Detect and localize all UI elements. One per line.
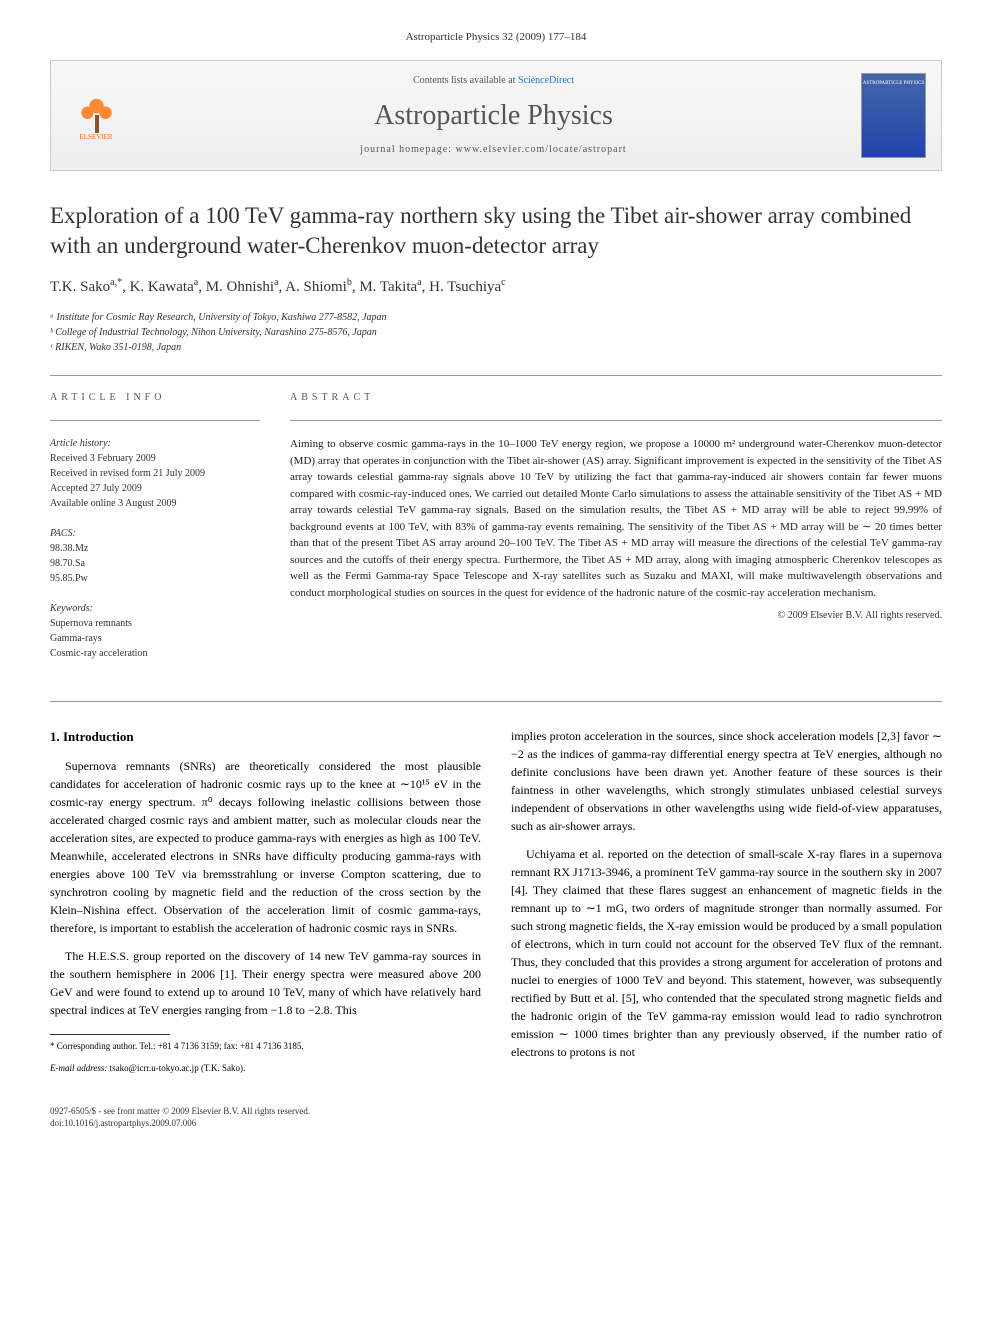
left-column: 1. Introduction Supernova remnants (SNRs…: [50, 727, 481, 1085]
elsevier-label: ELSEVIER: [79, 133, 112, 143]
pacs-label: PACS:: [50, 526, 260, 541]
journal-homepage: journal homepage: www.elsevier.com/locat…: [141, 143, 846, 157]
doi-line: doi:10.1016/j.astropartphys.2009.07.006: [50, 1117, 942, 1130]
article-info-column: ARTICLE INFO Article history: Received 3…: [50, 391, 260, 676]
affiliation: ᶜ RIKEN, Wako 351-0198, Japan: [50, 340, 942, 355]
divider: [50, 420, 260, 421]
keywords-label: Keywords:: [50, 601, 260, 616]
history-item: Available online 3 August 2009: [50, 496, 260, 511]
keyword-item: Cosmic-ray acceleration: [50, 646, 260, 661]
authors-list: T.K. Sakoa,*, K. Kawataa, M. Ohnishia, A…: [50, 276, 942, 298]
contents-prefix: Contents lists available at: [413, 75, 518, 86]
body-paragraph: Uchiyama et al. reported on the detectio…: [511, 845, 942, 1061]
email-footnote: E-mail address: tsako@icrr.u-tokyo.ac.jp…: [50, 1062, 481, 1075]
info-abstract-row: ARTICLE INFO Article history: Received 3…: [50, 391, 942, 676]
affiliation: ᵃ Institute for Cosmic Ray Research, Uni…: [50, 310, 942, 325]
history-item: Received in revised form 21 July 2009: [50, 466, 260, 481]
section-heading: 1. Introduction: [50, 727, 481, 747]
affiliations: ᵃ Institute for Cosmic Ray Research, Uni…: [50, 310, 942, 355]
keyword-item: Supernova remnants: [50, 616, 260, 631]
journal-cover-thumbnail: ASTROPARTICLE PHYSICS: [861, 73, 926, 158]
history-label: Article history:: [50, 436, 260, 451]
journal-name: Astroparticle Physics: [141, 96, 846, 135]
cover-text: ASTROPARTICLE PHYSICS: [863, 80, 924, 87]
history-item: Received 3 February 2009: [50, 451, 260, 466]
divider: [290, 420, 942, 421]
header-citation: Astroparticle Physics 32 (2009) 177–184: [50, 30, 942, 45]
history-item: Accepted 27 July 2009: [50, 481, 260, 496]
article-history: Article history: Received 3 February 200…: [50, 436, 260, 511]
journal-banner: ELSEVIER Contents lists available at Sci…: [50, 60, 942, 171]
keywords-block: Keywords: Supernova remnants Gamma-rays …: [50, 601, 260, 661]
contents-line: Contents lists available at ScienceDirec…: [141, 74, 846, 88]
abstract-heading: ABSTRACT: [290, 391, 942, 405]
article-info-heading: ARTICLE INFO: [50, 391, 260, 405]
abstract-column: ABSTRACT Aiming to observe cosmic gamma-…: [290, 391, 942, 676]
email-label: E-mail address:: [50, 1063, 107, 1073]
body-paragraph: Supernova remnants (SNRs) are theoretica…: [50, 757, 481, 937]
page-footer: 0927-6505/$ - see front matter © 2009 El…: [50, 1105, 942, 1130]
pacs-item: 98.70.Sa: [50, 556, 260, 571]
body-paragraph: The H.E.S.S. group reported on the disco…: [50, 947, 481, 1019]
elsevier-tree-icon: [74, 88, 119, 133]
abstract-text: Aiming to observe cosmic gamma-rays in t…: [290, 436, 942, 601]
corresponding-author-footnote: * Corresponding author. Tel.: +81 4 7136…: [50, 1040, 481, 1053]
pacs-block: PACS: 98.38.Mz 98.70.Sa 95.85.Pw: [50, 526, 260, 586]
pacs-item: 98.38.Mz: [50, 541, 260, 556]
sciencedirect-link[interactable]: ScienceDirect: [518, 75, 574, 86]
right-column: implies proton acceleration in the sourc…: [511, 727, 942, 1085]
divider: [50, 375, 942, 376]
footnote-divider: [50, 1034, 170, 1035]
body-paragraph: implies proton acceleration in the sourc…: [511, 727, 942, 835]
affiliation: ᵇ College of Industrial Technology, Niho…: [50, 325, 942, 340]
abstract-copyright: © 2009 Elsevier B.V. All rights reserved…: [290, 609, 942, 623]
divider: [50, 701, 942, 702]
banner-center: Contents lists available at ScienceDirec…: [141, 74, 846, 157]
body-columns: 1. Introduction Supernova remnants (SNRs…: [50, 727, 942, 1085]
email-value: tsako@icrr.u-tokyo.ac.jp (T.K. Sako).: [110, 1063, 246, 1073]
elsevier-logo: ELSEVIER: [66, 81, 126, 151]
article-title: Exploration of a 100 TeV gamma-ray north…: [50, 201, 942, 261]
pacs-item: 95.85.Pw: [50, 571, 260, 586]
keyword-item: Gamma-rays: [50, 631, 260, 646]
issn-line: 0927-6505/$ - see front matter © 2009 El…: [50, 1105, 942, 1118]
